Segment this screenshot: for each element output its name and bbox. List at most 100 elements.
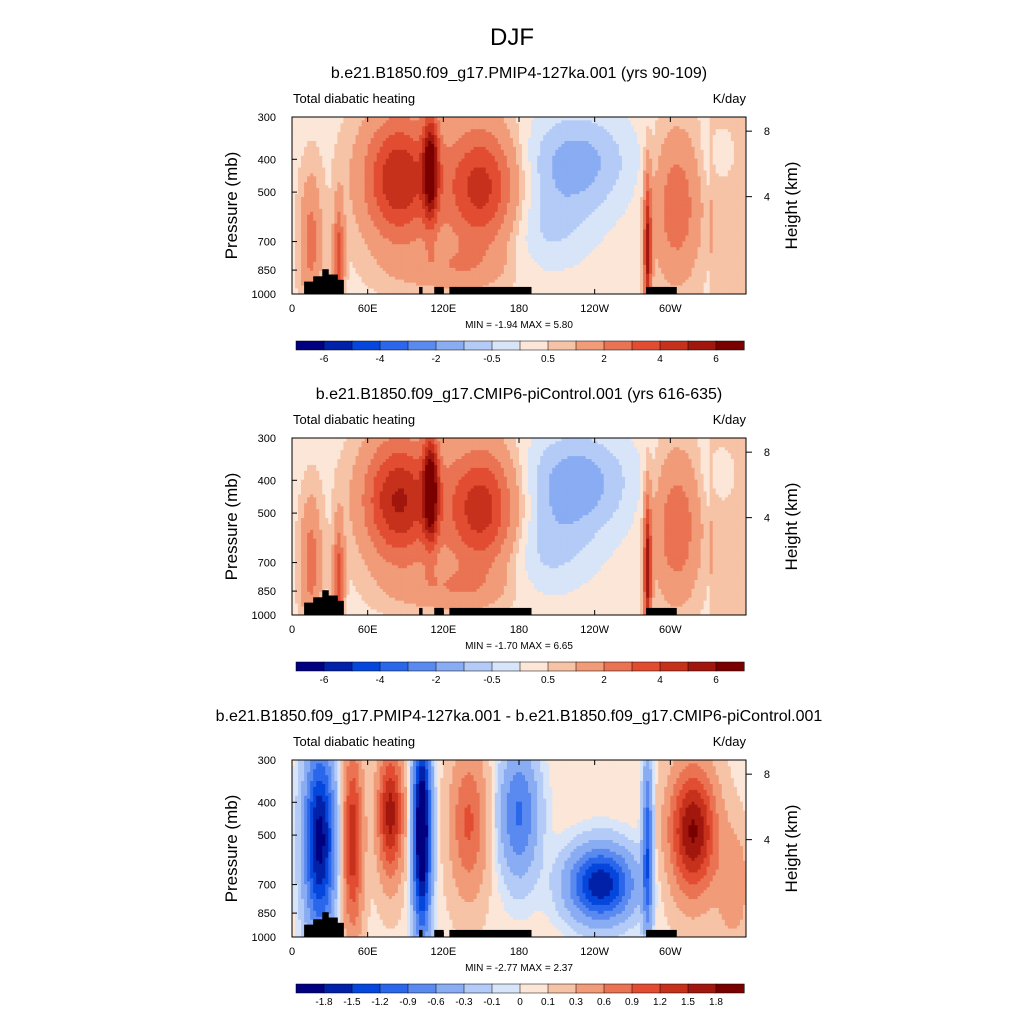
heatmap-cell: [452, 164, 455, 167]
heatmap-cell: [386, 147, 389, 150]
heatmap-cell: [416, 238, 419, 241]
heatmap-cell: [362, 220, 365, 223]
heatmap-cell: [525, 223, 528, 226]
heatmap-cell: [292, 141, 295, 144]
heatmap-cell: [377, 226, 380, 229]
heatmap-cell: [301, 129, 304, 132]
heatmap-cell: [331, 117, 334, 120]
heatmap-cell: [337, 132, 340, 135]
heatmap-cell: [468, 144, 471, 147]
heatmap-cell: [465, 129, 468, 132]
heatmap-cell: [519, 208, 522, 211]
heatmap-cell: [422, 141, 425, 144]
heatmap-cell: [410, 279, 413, 282]
heatmap-cell: [304, 164, 307, 167]
heatmap-cell: [483, 232, 486, 235]
heatmap-cell: [465, 265, 468, 268]
heatmap-cell: [301, 161, 304, 164]
heatmap-cell: [356, 241, 359, 244]
heatmap-cell: [362, 259, 365, 262]
heatmap-cell: [519, 152, 522, 155]
heatmap-cell: [434, 197, 437, 200]
heatmap-cell: [480, 158, 483, 161]
heatmap-cell: [537, 241, 540, 244]
heatmap-cell: [534, 179, 537, 182]
heatmap-cell: [513, 182, 516, 185]
heatmap-cell: [395, 256, 398, 259]
heatmap-cell: [446, 217, 449, 220]
heatmap-cell: [322, 223, 325, 226]
heatmap-cell: [386, 247, 389, 250]
heatmap-cell: [307, 211, 310, 214]
heatmap-cell: [356, 282, 359, 285]
heatmap-cell: [386, 265, 389, 268]
heatmap-cell: [322, 247, 325, 250]
heatmap-cell: [452, 270, 455, 273]
heatmap-cell: [422, 211, 425, 214]
heatmap-cell: [301, 235, 304, 238]
heatmap-cell: [534, 182, 537, 185]
heatmap-cell: [528, 191, 531, 194]
heatmap-cell: [298, 132, 301, 135]
heatmap-cell: [331, 238, 334, 241]
heatmap-cell: [428, 167, 431, 170]
heatmap-cell: [389, 232, 392, 235]
heatmap-cell: [465, 217, 468, 220]
heatmap-cell: [380, 276, 383, 279]
heatmap-cell: [337, 185, 340, 188]
heatmap-cell: [368, 244, 371, 247]
heatmap-cell: [522, 126, 525, 129]
heatmap-cell: [392, 135, 395, 138]
heatmap-cell: [507, 208, 510, 211]
heatmap-cell: [365, 155, 368, 158]
heatmap-cell: [455, 265, 458, 268]
heatmap-cell: [383, 185, 386, 188]
heatmap-cell: [474, 161, 477, 164]
heatmap-cell: [331, 138, 334, 141]
heatmap-cell: [404, 203, 407, 206]
heatmap-cell: [446, 203, 449, 206]
heatmap-cell: [398, 197, 401, 200]
heatmap-cell: [537, 144, 540, 147]
heatmap-cell: [516, 250, 519, 253]
heatmap-cell: [510, 265, 513, 268]
heatmap-cell: [343, 167, 346, 170]
heatmap-cell: [522, 220, 525, 223]
heatmap-cell: [422, 238, 425, 241]
heatmap-cell: [325, 141, 328, 144]
heatmap-cell: [365, 256, 368, 259]
heatmap-cell: [534, 276, 537, 279]
heatmap-cell: [356, 197, 359, 200]
heatmap-cell: [510, 279, 513, 282]
heatmap-cell: [471, 238, 474, 241]
heatmap-cell: [353, 259, 356, 262]
heatmap-cell: [371, 282, 374, 285]
heatmap-cell: [489, 273, 492, 276]
heatmap-cell: [316, 155, 319, 158]
heatmap-cell: [543, 273, 546, 276]
heatmap-cell: [440, 241, 443, 244]
heatmap-cell: [350, 176, 353, 179]
heatmap-cell: [316, 182, 319, 185]
heatmap-cell: [498, 161, 501, 164]
heatmap-cell: [371, 223, 374, 226]
heatmap-cell: [416, 282, 419, 285]
heatmap-cell: [483, 135, 486, 138]
heatmap-cell: [377, 206, 380, 209]
heatmap-cell: [404, 232, 407, 235]
heatmap-cell: [437, 149, 440, 152]
heatmap-cell: [486, 223, 489, 226]
heatmap-cell: [331, 197, 334, 200]
heatmap-cell: [431, 120, 434, 123]
heatmap-cell: [416, 173, 419, 176]
heatmap-cell: [346, 256, 349, 259]
heatmap-cell: [292, 123, 295, 126]
heatmap-cell: [492, 149, 495, 152]
heatmap-cell: [413, 126, 416, 129]
heatmap-cell: [310, 194, 313, 197]
heatmap-cell: [449, 250, 452, 253]
heatmap-cell: [389, 191, 392, 194]
heatmap-cell: [383, 259, 386, 262]
heatmap-cell: [483, 158, 486, 161]
heatmap-cell: [443, 149, 446, 152]
